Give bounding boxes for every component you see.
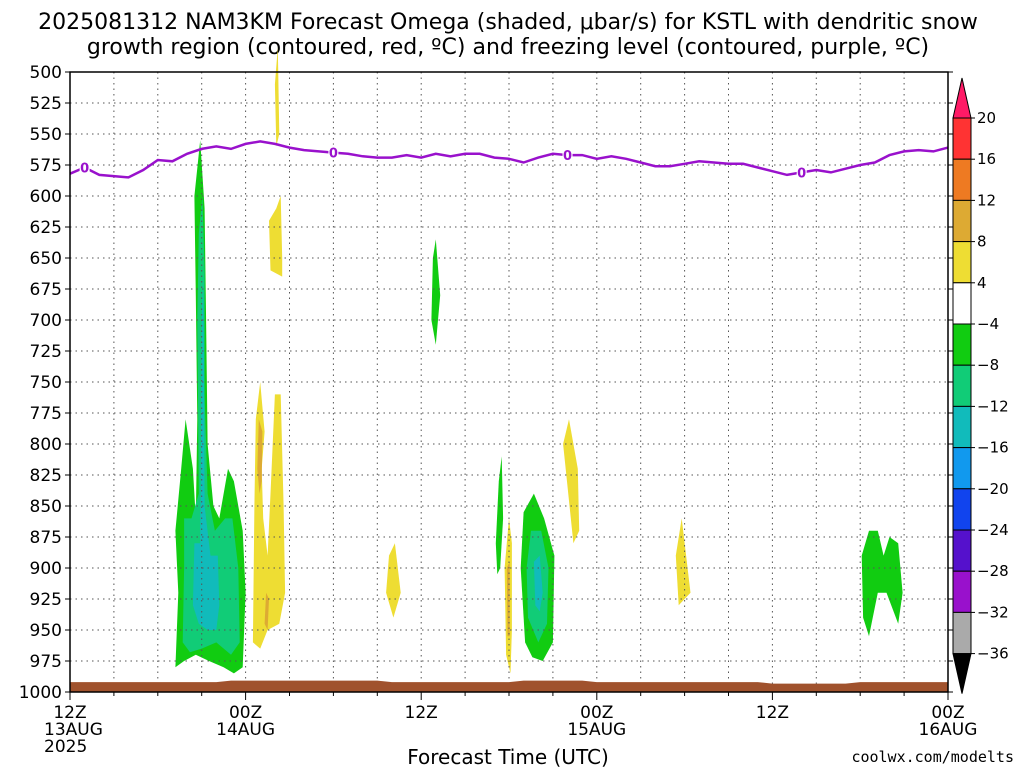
chart-title-line-2: growth region (contoured, red, ºC) and f…: [87, 35, 929, 60]
colorbar-label-7: −12: [977, 397, 1009, 415]
y-tick-label-7: 675: [30, 280, 62, 300]
y-tick-label-11: 775: [30, 404, 62, 424]
colorbar-label-5: −4: [977, 315, 999, 333]
omega-region-17: [675, 518, 691, 606]
colorbar-segment-2: [952, 158, 972, 201]
terrain-layer: [70, 680, 948, 692]
colorbar-top-arrow: [952, 77, 972, 119]
colorbar-label-9: −20: [977, 480, 1009, 498]
x-tick-label-2-0: 12Z: [405, 703, 438, 723]
omega-region-8: [431, 239, 441, 345]
omega-region-18: [861, 530, 903, 637]
colorbar-label-10: −24: [977, 521, 1009, 539]
omega-region-16: [563, 419, 580, 544]
colorbar-segment-12: [952, 570, 972, 613]
colorbar-label-3: 8: [977, 233, 987, 251]
x-tick-label-3-0: 00Z: [580, 703, 613, 723]
freezing-label-bg-1: [328, 144, 339, 160]
y-tick-label-0: 500: [30, 63, 62, 83]
omega-region-9: [386, 543, 401, 618]
y-tick-label-10: 750: [30, 373, 62, 393]
omega-region-4: [257, 419, 263, 494]
x-tick-label-0-1: 13AUG: [44, 720, 103, 740]
colorbar-segment-4: [952, 241, 972, 284]
colorbar-label-6: −8: [977, 356, 999, 374]
colorbar-segment-11: [952, 529, 972, 572]
y-tick-label-18: 950: [30, 621, 62, 641]
x-tick-label-1-1: 14AUG: [216, 720, 275, 740]
colorbar-segment-8: [952, 405, 972, 449]
omega-region-2: [192, 270, 220, 630]
y-tick-label-2: 550: [30, 125, 62, 145]
freezing-contour-label-1: 0: [329, 147, 338, 162]
omega-region-3: [252, 382, 286, 649]
credit-text: coolwx.com/modelts: [851, 748, 1014, 766]
y-tick-label-5: 625: [30, 218, 62, 238]
colorbar-segment-5: [952, 282, 972, 325]
freezing-label-bg-3: [796, 164, 807, 180]
omega-region-1: [182, 196, 240, 655]
colorbar-segment-7: [952, 364, 972, 407]
colorbar-segment-1: [952, 117, 972, 160]
x-tick-label-0-2: 2025: [44, 737, 87, 757]
freezing-contour-label-3: 0: [797, 166, 806, 181]
y-tick-label-15: 875: [30, 528, 62, 548]
colorbar-label-4: 4: [977, 274, 987, 292]
omega-region-10: [495, 456, 504, 575]
y-tick-label-20: 1000: [19, 683, 62, 703]
x-axis-title: Forecast Time (UTC): [407, 745, 609, 768]
y-tick-label-4: 600: [30, 187, 62, 207]
freezing-contour-label-0: 0: [80, 161, 89, 176]
x-tick-label-5-0: 00Z: [931, 703, 964, 723]
y-tick-label-1: 525: [30, 94, 62, 114]
colorbar-segment-6: [952, 323, 972, 366]
freezing-label-bg-2: [562, 147, 573, 163]
colorbar: 20 16 12 8 4 −4 −8 −12 −16 −20 −24 −28 −32 −36: [952, 77, 1009, 694]
omega-shading: [175, 47, 903, 674]
x-tick-label-3-1: 15AUG: [567, 720, 626, 740]
colorbar-label-0: 20: [977, 109, 996, 127]
y-tick-label-3: 575: [30, 156, 62, 176]
y-tick-label-14: 850: [30, 497, 62, 517]
colorbar-segment-9: [952, 447, 972, 490]
freezing-label-bg-0: [79, 159, 90, 175]
omega-region-15: [533, 555, 543, 612]
x-tick-label-0-0: 12Z: [53, 703, 86, 723]
colorbar-segment-3: [952, 199, 972, 243]
y-tick-label-8: 700: [30, 311, 62, 331]
x-tick-label-1-0: 00Z: [229, 703, 262, 723]
colorbar-label-12: −32: [977, 603, 1009, 621]
colorbar-label-2: 12: [977, 191, 996, 209]
y-tick-label-12: 800: [30, 435, 62, 455]
freezing-level-layer: 0 0 0 0: [69, 140, 949, 181]
x-tick-label-5-1: 16AUG: [919, 720, 978, 740]
omega-region-7: [269, 196, 283, 277]
freezing-contour-label-2: 0: [563, 149, 572, 164]
y-tick-label-19: 975: [30, 652, 62, 672]
y-tick-label-6: 650: [30, 249, 62, 269]
colorbar-label-11: −28: [977, 562, 1009, 580]
terrain-fill: [70, 680, 948, 692]
x-tick-label-4-0: 12Z: [756, 703, 789, 723]
colorbar-segment-10: [952, 488, 972, 531]
chart-title-line-1: 2025081312 NAM3KM Forecast Omega (shaded…: [38, 10, 978, 35]
pressure-axis: 500 525 550 575 600 625 650 675 700 725 750 775 800 8…: [19, 63, 953, 703]
colorbar-label-13: −36: [977, 645, 1009, 663]
colorbar-bottom-arrow: [952, 653, 972, 694]
omega-region-5: [264, 592, 269, 630]
y-tick-label-13: 825: [30, 466, 62, 486]
omega-region-6: [274, 47, 280, 147]
colorbar-label-1: 16: [977, 150, 996, 168]
colorbar-segment-13: [952, 611, 972, 655]
colorbar-label-8: −16: [977, 439, 1009, 457]
y-tick-label-9: 725: [30, 342, 62, 362]
y-tick-label-17: 925: [30, 590, 62, 610]
y-tick-label-16: 900: [30, 559, 62, 579]
